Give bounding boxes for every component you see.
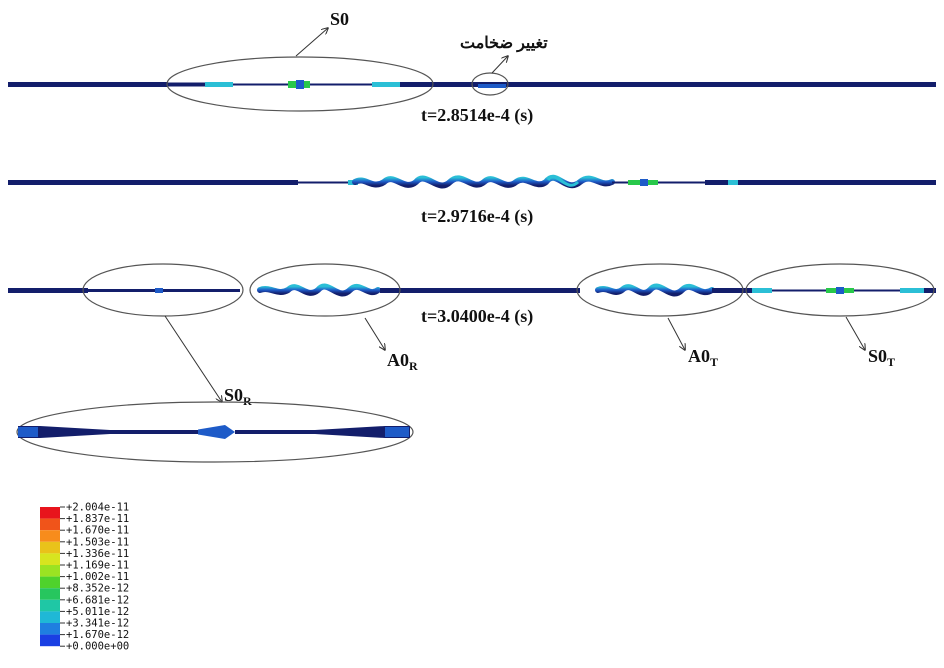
legend-swatch	[40, 576, 60, 589]
frame-3: t=3.0400e-4 (s) A0R A0T S0T	[8, 263, 936, 373]
thickness-arrow	[491, 56, 508, 74]
plate-2-cyan-right	[728, 180, 738, 185]
s0-transmitted-outline	[745, 263, 935, 317]
legend-value: +1.670e-11	[66, 525, 129, 537]
legend-swatch	[40, 541, 60, 554]
legend-swatch	[40, 611, 60, 623]
legend-value: +6.681e-12	[66, 594, 129, 606]
zoom-plate-left	[18, 426, 205, 438]
plate-3-mid	[380, 288, 580, 293]
a0-transmitted-arrow	[667, 317, 685, 350]
legend-value: +0.000e+00	[66, 641, 129, 653]
plate-3-cyan-right	[752, 288, 772, 293]
s0-transmitted-arrow	[845, 316, 865, 350]
time-label-2: t=2.9716e-4 (s)	[421, 206, 533, 227]
legend-value: +1.336e-11	[66, 548, 129, 560]
plate-3-end	[924, 288, 936, 293]
a0-transmitted-label: A0T	[688, 346, 718, 369]
frame-2: t=2.9716e-4 (s)	[8, 174, 936, 227]
legend-swatch	[40, 530, 60, 542]
plate-3-left	[8, 288, 88, 293]
a0-reflected-outline	[249, 263, 401, 317]
s0-arrow	[295, 28, 328, 57]
legend-value: +1.169e-11	[66, 560, 129, 572]
legend-swatch	[40, 634, 60, 647]
plate-3-green-core	[836, 287, 844, 294]
a0-reflected-label: A0R	[387, 350, 418, 373]
thickness-change-outline	[471, 72, 509, 96]
time-label-1: t=2.8514e-4 (s)	[421, 105, 533, 126]
plate-1-left-taper	[168, 82, 208, 87]
plate-1-cyan-left	[205, 82, 233, 87]
zoom-plate-right-blue	[385, 427, 409, 437]
zoom-plate-right	[235, 426, 410, 438]
legend-swatch	[40, 507, 60, 519]
thickness-step	[478, 84, 506, 88]
thickness-change-label: تغيير ضخامت	[460, 35, 548, 53]
color-legend: +2.004e-11+1.837e-11+1.670e-11+1.503e-11…	[40, 502, 129, 653]
frame-1: S0 تغيير ضخامت t=2.8514e-4 (s)	[8, 9, 936, 126]
s0-reflected-outline	[82, 263, 244, 317]
plate-1-left	[8, 82, 168, 87]
s0-label: S0	[330, 9, 349, 29]
plate-1-right	[400, 82, 936, 87]
time-label-3: t=3.0400e-4 (s)	[421, 306, 533, 327]
a0-reflected-wave-packet	[257, 283, 381, 297]
legend-value: +5.011e-12	[66, 606, 129, 618]
legend-swatch	[40, 565, 60, 577]
legend-swatch	[40, 518, 60, 531]
legend-value: +1.503e-11	[66, 536, 129, 548]
plate-2-right	[705, 180, 936, 185]
legend-swatch	[40, 588, 60, 600]
a0-transmitted-wave-packet	[595, 283, 715, 297]
s0-wave-outline	[166, 56, 434, 112]
a0-transmitted-outline	[576, 263, 744, 317]
zoom-connector	[164, 315, 222, 402]
legend-swatch	[40, 553, 60, 565]
plate-3-right-seg	[712, 288, 752, 293]
legend-value: +8.352e-12	[66, 583, 129, 595]
legend-value: +2.004e-11	[66, 502, 129, 514]
s0-transmitted-label: S0T	[868, 346, 895, 369]
plate-1-cyan-right	[372, 82, 400, 87]
plate-3-cyan-end	[900, 288, 924, 293]
zoom-plate-left-blue	[18, 427, 38, 437]
zoom-center-pulse	[198, 425, 235, 439]
legend-swatch	[40, 599, 60, 612]
s0-reflected-label: S0R	[224, 385, 252, 408]
legend-value: +3.341e-12	[66, 618, 129, 630]
a0-reflected-arrow	[364, 317, 385, 350]
legend-value: +1.837e-11	[66, 513, 129, 525]
zoom-outline	[16, 401, 414, 463]
legend-value: +1.670e-12	[66, 629, 129, 641]
legend-swatch	[40, 623, 60, 635]
plate-2-left	[8, 180, 298, 185]
legend-value: +1.002e-11	[66, 571, 129, 583]
plate-1-core	[296, 80, 304, 89]
a0-wave-highlight-frame-2	[546, 175, 580, 187]
plate-3-cyan-left	[155, 288, 163, 293]
s0-reflected-zoom: S0R	[16, 315, 414, 463]
plate-2-green-core	[640, 179, 648, 186]
